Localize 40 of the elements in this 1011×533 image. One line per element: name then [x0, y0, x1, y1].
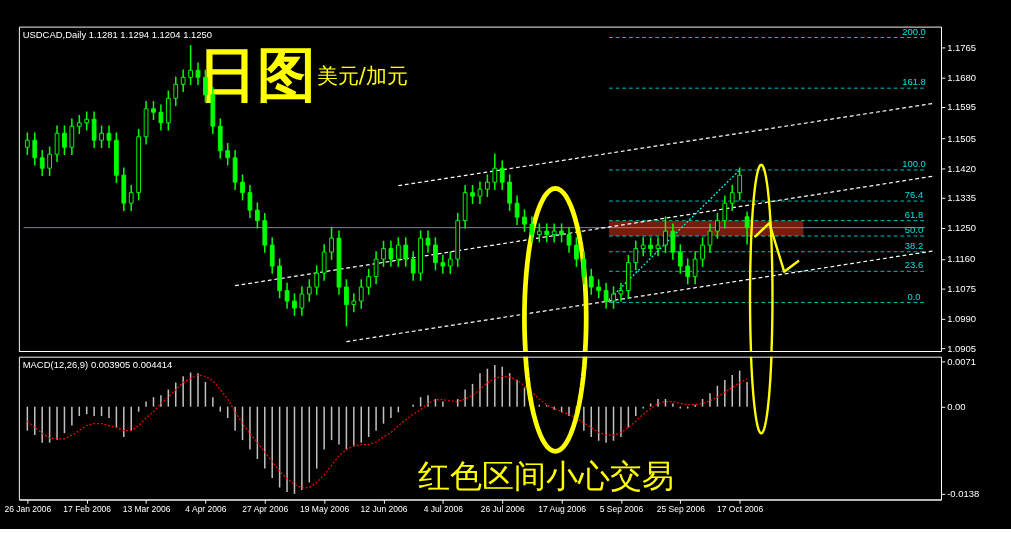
y-tick-label: 1.1250 — [947, 221, 977, 233]
annotation: 红色区间小心交易 — [418, 457, 675, 496]
x-tick-label: 4 Jul 2006 — [423, 504, 464, 515]
x-tick-label: 17 Aug 2006 — [538, 504, 587, 515]
x-tick-label: 13 Mar 2006 — [122, 504, 171, 515]
y-tick-label: 1.0990 — [947, 312, 977, 324]
x-tick-label: 4 Apr 2006 — [185, 504, 227, 515]
y-tick-label: 1.1595 — [947, 101, 977, 113]
annotation: 161.8 — [902, 76, 926, 88]
x-tick-label: 12 Jun 2006 — [360, 504, 408, 515]
y-tick-label: 1.1075 — [947, 283, 977, 295]
y-tick-label: 1.1680 — [947, 71, 977, 83]
x-tick-label: 25 Sep 2006 — [656, 504, 706, 515]
y-tick-label: 0.0071 — [947, 356, 977, 368]
annotation: 61.8 — [904, 208, 924, 220]
y-tick-label: -0.0138 — [947, 488, 980, 500]
y-tick-label: 0.00 — [947, 400, 966, 412]
annotation: 100.0 — [902, 158, 926, 170]
x-tick-label: 5 Sep 2006 — [599, 504, 644, 515]
chart-title: MACD(12,26,9) 0.003905 0.004414 — [22, 359, 173, 371]
y-tick-label: 1.1335 — [947, 192, 977, 204]
annotation: 76.4 — [904, 189, 924, 201]
annotation: 日图 — [197, 40, 316, 109]
x-tick-label: 26 Jul 2006 — [480, 504, 525, 515]
x-tick-label: 27 Apr 2006 — [242, 504, 289, 515]
x-tick-label: 17 Feb 2006 — [63, 504, 112, 515]
annotation: 38.2 — [904, 239, 924, 251]
annotation: 美元/加元 — [316, 64, 408, 89]
chart-title: USDCAD,Daily 1.1281 1.1294 1.1204 1.1250 — [22, 28, 213, 40]
y-tick-label: 1.1160 — [947, 253, 976, 265]
y-tick-label: 1.1765 — [947, 41, 977, 53]
annotation: 23.6 — [904, 259, 924, 271]
x-tick-label: 26 Jan 2006 — [4, 504, 52, 515]
y-tick-label: 1.1505 — [947, 132, 977, 144]
x-tick-label: 17 Oct 2006 — [716, 504, 764, 515]
annotation: 0.0 — [907, 290, 921, 302]
y-tick-label: 1.0905 — [947, 342, 977, 354]
y-tick-label: 1.1420 — [947, 162, 977, 174]
annotation: 200.0 — [902, 25, 926, 37]
x-tick-label: 19 May 2006 — [300, 504, 350, 515]
